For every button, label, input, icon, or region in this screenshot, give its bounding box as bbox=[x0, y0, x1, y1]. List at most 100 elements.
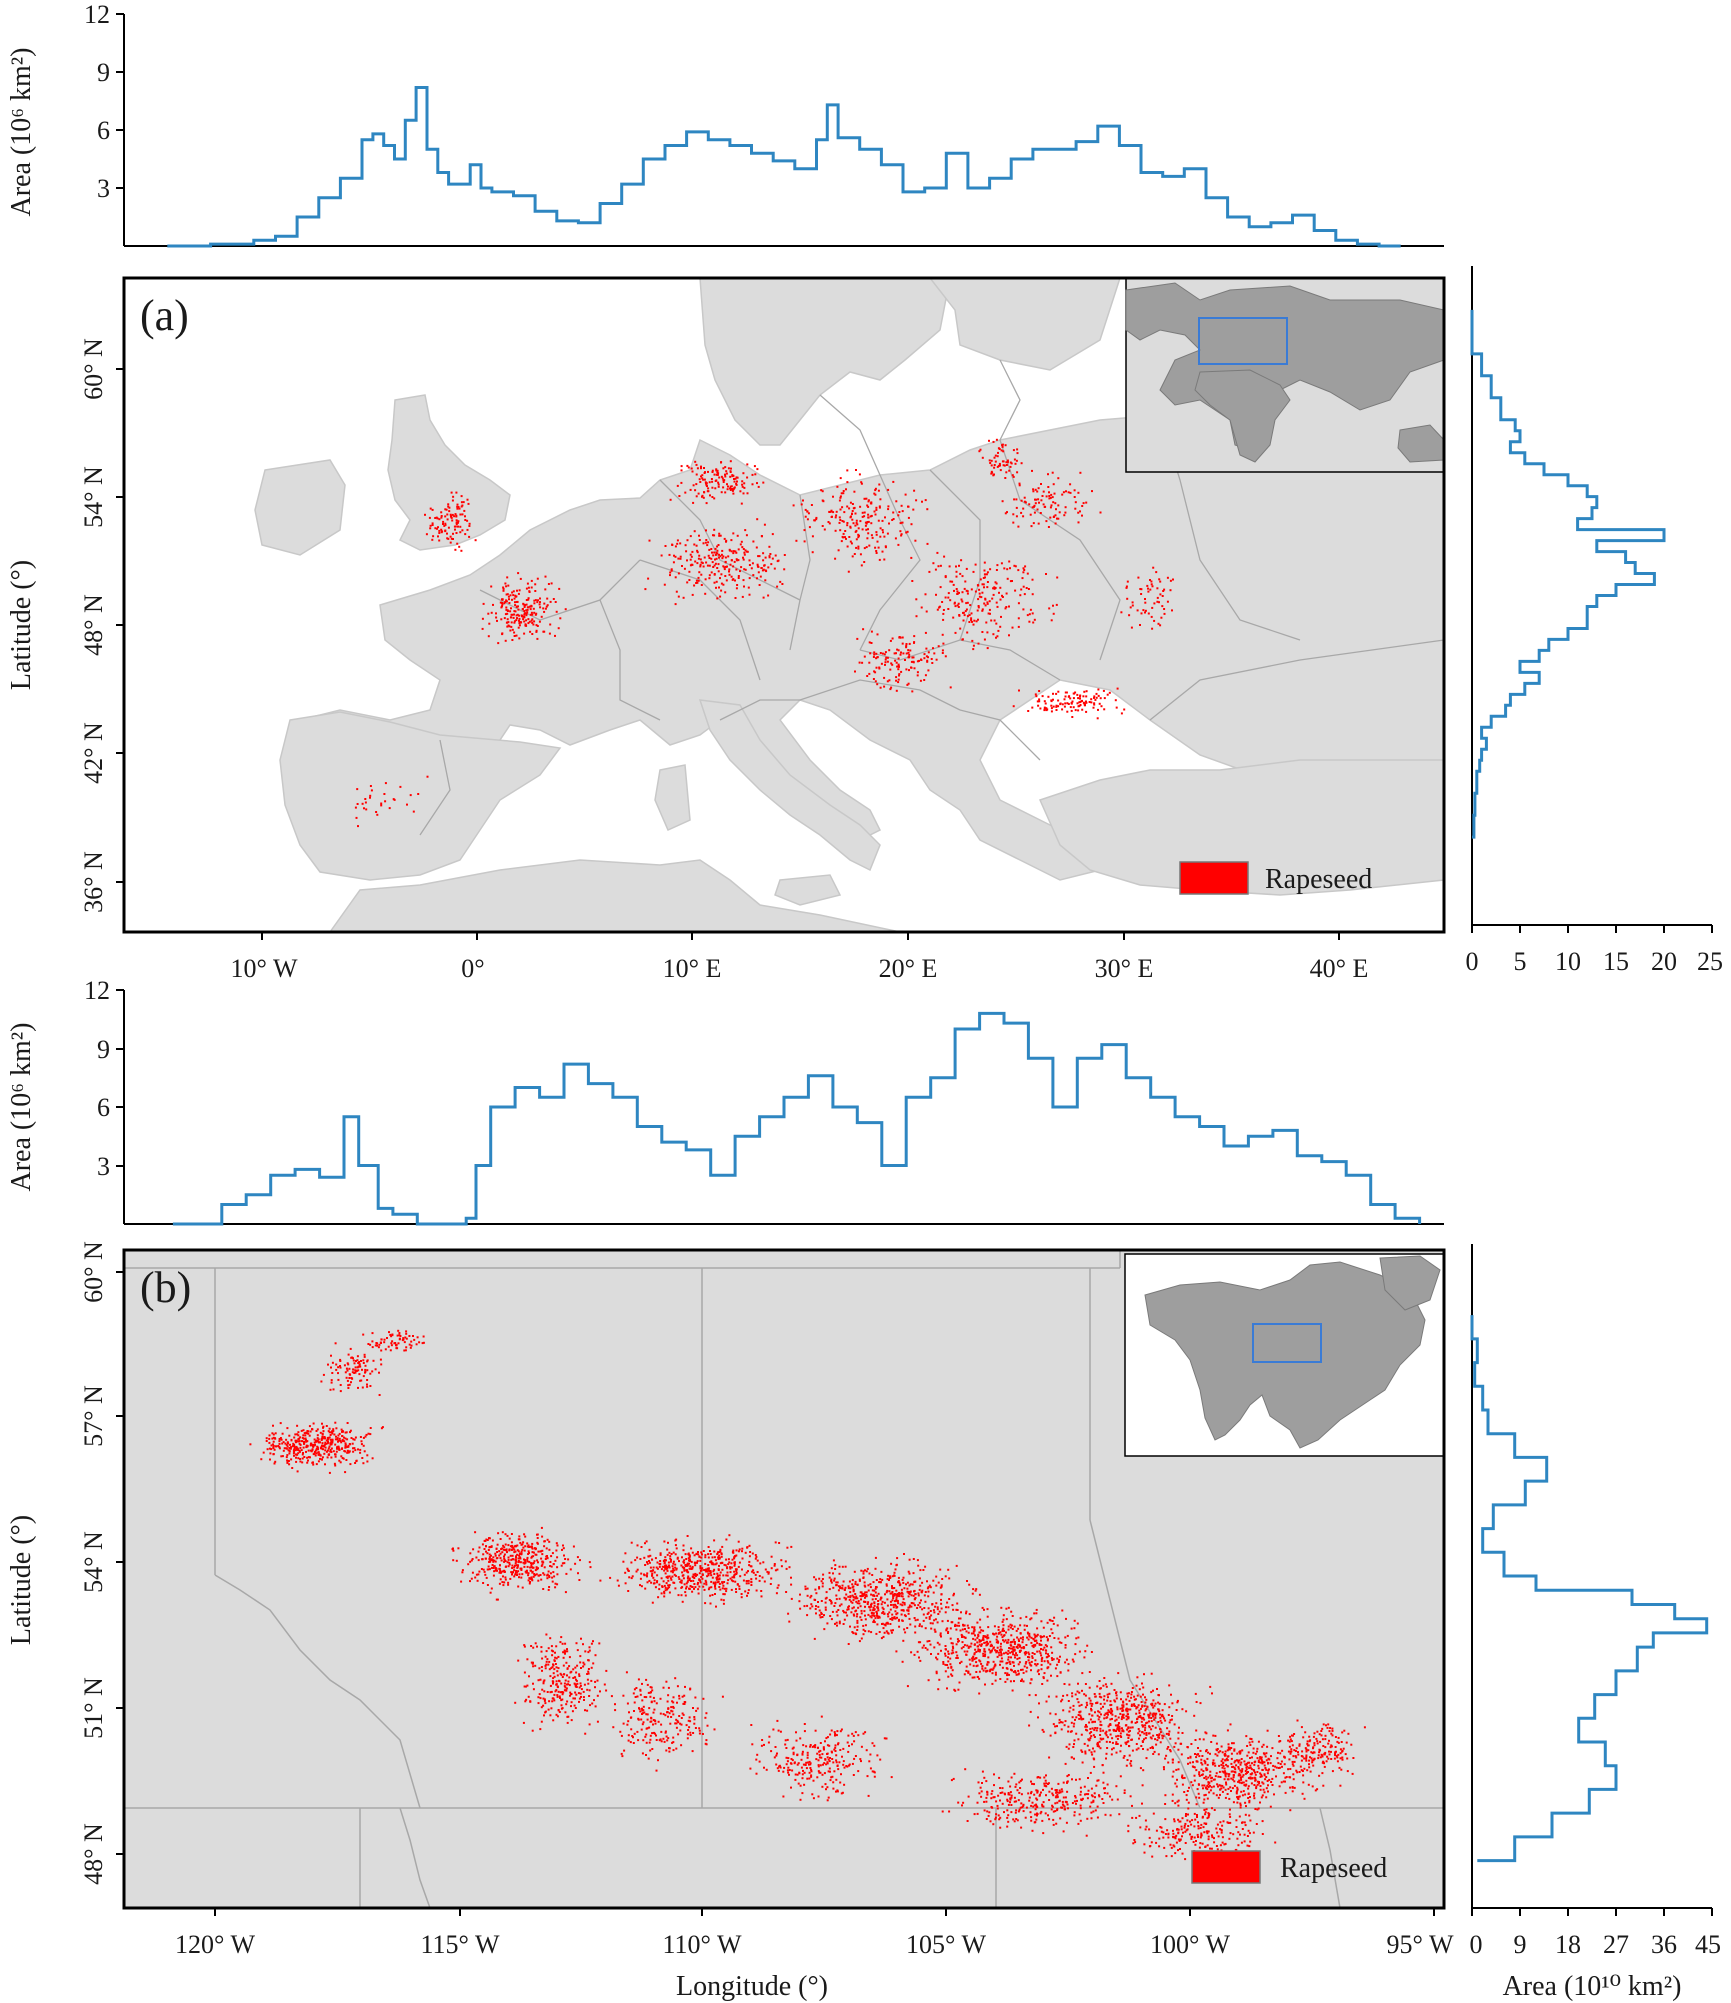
right-b-xtick-45: 45 bbox=[1695, 1930, 1721, 1959]
land-great-britain bbox=[387, 394, 511, 551]
land-finland bbox=[929, 278, 1121, 371]
map-a-land bbox=[254, 278, 1444, 932]
top-a-ylabel: Area (10⁶ km²) bbox=[6, 48, 37, 217]
legend-b-swatch bbox=[1191, 1850, 1261, 1884]
map-b-lat-51: 51° N bbox=[79, 1677, 108, 1739]
top-b-ytick-9: 9 bbox=[97, 1035, 110, 1064]
map-a-lat-36: 36° N bbox=[79, 851, 108, 913]
right-a-xtick-25: 25 bbox=[1697, 947, 1723, 976]
map-a-lat-ticks: 60° N 54° N 48° N 42° N 36° N bbox=[79, 338, 124, 913]
land-sicily bbox=[774, 874, 842, 906]
map-b-lon-100w: 100° W bbox=[1150, 1930, 1230, 1959]
map-a-lat-label: Latitude (°) bbox=[6, 560, 37, 690]
map-b-lon-115w: 115° W bbox=[420, 1930, 499, 1959]
top-histogram-a: 3 6 9 12 Area (10⁶ km²) bbox=[6, 0, 1444, 248]
map-a-lon-40e: 40° E bbox=[1310, 954, 1369, 983]
inset-b-highlight bbox=[1252, 1323, 1322, 1363]
panel-b-label: (b) bbox=[140, 1263, 191, 1312]
top-b-ytick-3: 3 bbox=[97, 1152, 110, 1181]
right-histogram-a: 0 5 10 15 20 25 bbox=[1466, 266, 1723, 976]
map-b-frame bbox=[122, 1248, 1446, 1910]
right-b-histogram-line bbox=[1470, 1315, 1709, 1863]
map-b: Rapeseed (b) 60° N 57° N 54° N 51° N 48°… bbox=[6, 1241, 1454, 2002]
right-a-xtick-10: 10 bbox=[1555, 947, 1581, 976]
right-b-xtick-36: 36 bbox=[1651, 1930, 1677, 1959]
panel-a: 3 6 9 12 Area (10⁶ km²) bbox=[6, 0, 1723, 983]
map-b-lat-60: 60° N bbox=[79, 1241, 108, 1303]
right-b-xlabel: Area (10¹⁰ km²) bbox=[1503, 1971, 1682, 2002]
inset-a-highlight bbox=[1198, 317, 1288, 365]
map-b-lon-label: Longitude (°) bbox=[676, 1971, 828, 2002]
right-a-xtick-0: 0 bbox=[1466, 947, 1479, 976]
legend-a: Rapeseed bbox=[1179, 861, 1372, 895]
right-histogram-b: 0 9 18 27 36 45 Area (10¹⁰ km²) bbox=[1470, 1244, 1721, 2002]
inset-a-world bbox=[1125, 277, 1445, 473]
map-a-frame bbox=[122, 276, 1446, 934]
land-iberia bbox=[279, 711, 562, 881]
land-north-africa bbox=[329, 859, 901, 932]
inset-a-africa bbox=[1194, 369, 1291, 463]
map-a-lon-0: 0° bbox=[461, 954, 484, 983]
rapeseed-dots-b bbox=[249, 1329, 1366, 1865]
legend-a-swatch bbox=[1179, 861, 1249, 895]
map-b-lat-ticks: 60° N 57° N 54° N 51° N 48° N bbox=[79, 1241, 124, 1885]
map-a-lon-10w: 10° W bbox=[231, 954, 298, 983]
right-a-histogram-line bbox=[1470, 309, 1666, 839]
map-b-lon-105w: 105° W bbox=[906, 1930, 986, 1959]
country-borders-a bbox=[419, 359, 1444, 836]
map-b-lon-95w: 95° W bbox=[1387, 1930, 1454, 1959]
right-b-xtick-27: 27 bbox=[1603, 1930, 1629, 1959]
right-a-xtick-20: 20 bbox=[1651, 947, 1677, 976]
map-b-lat-54: 54° N bbox=[79, 1531, 108, 1593]
top-b-ytick-6: 6 bbox=[97, 1093, 110, 1122]
legend-b-label: Rapeseed bbox=[1280, 1853, 1387, 1884]
top-b-ytick-12: 12 bbox=[84, 976, 110, 1005]
inset-b-greenland bbox=[1379, 1255, 1441, 1311]
rapeseed-dots-a bbox=[354, 438, 1174, 828]
map-b-borders bbox=[124, 1250, 1444, 1908]
right-b-xtick-9: 9 bbox=[1514, 1930, 1527, 1959]
right-a-xticks: 0 5 10 15 20 25 bbox=[1466, 925, 1723, 976]
land-anatolia bbox=[1038, 759, 1444, 896]
map-b-lon-ticks: 120° W 115° W 110° W 105° W 100° W 95° W bbox=[175, 1908, 1454, 1959]
map-a-lat-54: 54° N bbox=[79, 466, 108, 528]
map-a-lat-48: 48° N bbox=[79, 594, 108, 656]
map-b-lat-57: 57° N bbox=[79, 1385, 108, 1447]
panel-b: 3 6 9 12 Area (10⁶ km²) bbox=[6, 976, 1721, 2002]
right-b-xticks: 0 9 18 27 36 45 bbox=[1470, 1908, 1721, 1959]
top-a-yticks: 3 6 9 12 bbox=[84, 0, 124, 203]
inset-b-land bbox=[1144, 1261, 1426, 1449]
top-a-ytick-3: 3 bbox=[97, 174, 110, 203]
land-ireland bbox=[254, 459, 346, 556]
map-a-lon-20e: 20° E bbox=[879, 954, 938, 983]
land-scandinavia bbox=[699, 278, 951, 446]
right-a-xtick-5: 5 bbox=[1514, 947, 1527, 976]
panel-a-label: (a) bbox=[140, 291, 189, 340]
right-b-xtick-0: 0 bbox=[1470, 1930, 1483, 1959]
map-a-lat-42: 42° N bbox=[79, 722, 108, 784]
legend-a-label: Rapeseed bbox=[1265, 864, 1372, 895]
top-b-histogram-line bbox=[172, 1011, 1422, 1226]
map-b-lat-48: 48° N bbox=[79, 1823, 108, 1885]
map-a-lon-ticks: 10° W 0° 10° E 20° E 30° E 40° E bbox=[231, 932, 1369, 983]
top-b-ylabel: Area (10⁶ km²) bbox=[6, 1023, 37, 1192]
land-italy bbox=[698, 699, 881, 872]
top-histogram-b: 3 6 9 12 Area (10⁶ km²) bbox=[6, 976, 1444, 1226]
map-a-lat-60: 60° N bbox=[79, 338, 108, 400]
map-a-lon-10e: 10° E bbox=[663, 954, 722, 983]
map-a-lon-30e: 30° E bbox=[1095, 954, 1154, 983]
top-a-histogram-line bbox=[167, 86, 1401, 248]
map-b-lat-label: Latitude (°) bbox=[6, 1515, 37, 1645]
map-b-lon-110w: 110° W bbox=[662, 1930, 741, 1959]
top-a-ytick-12: 12 bbox=[84, 0, 110, 29]
land-sardinia bbox=[654, 764, 691, 831]
inset-b-north-america bbox=[1124, 1253, 1445, 1457]
legend-b: Rapeseed bbox=[1191, 1850, 1387, 1884]
right-b-xtick-18: 18 bbox=[1555, 1930, 1581, 1959]
map-b-lon-120w: 120° W bbox=[175, 1930, 255, 1959]
map-a: Rapeseed (a) 60° N 54° N 48° N 42° N 36°… bbox=[6, 276, 1446, 983]
right-a-xtick-15: 15 bbox=[1603, 947, 1629, 976]
top-b-yticks: 3 6 9 12 bbox=[84, 976, 124, 1181]
top-a-ytick-6: 6 bbox=[97, 116, 110, 145]
